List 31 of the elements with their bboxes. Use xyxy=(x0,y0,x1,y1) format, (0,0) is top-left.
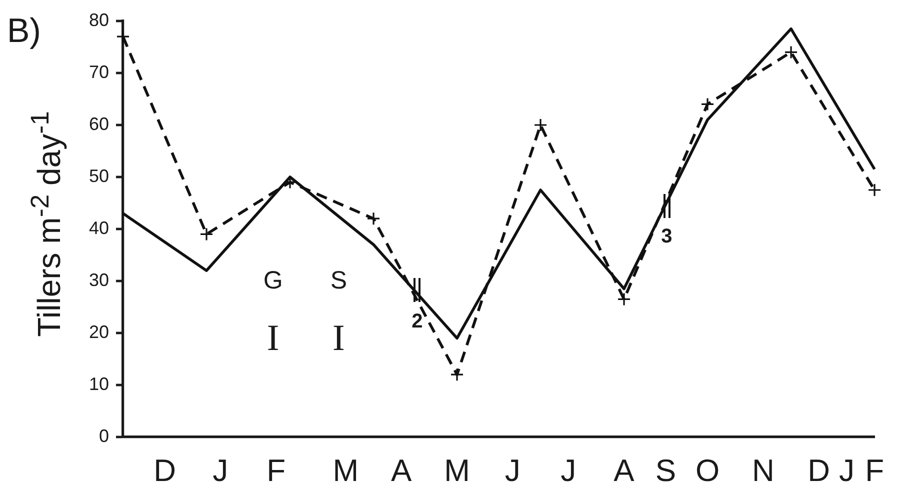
x-tick-label: S xyxy=(655,453,676,487)
y-tick-label: 40 xyxy=(88,218,109,238)
y-tick-label: 0 xyxy=(98,426,109,446)
annotation: G xyxy=(263,266,283,295)
x-tick-label: M xyxy=(444,453,470,487)
y-tick-label: 30 xyxy=(88,270,109,290)
y-tick-label: 80 xyxy=(88,10,109,30)
x-tick-label: D xyxy=(808,453,830,487)
x-tick-label: D xyxy=(154,453,176,487)
x-tick-label: A xyxy=(614,453,635,487)
x-tick-label: A xyxy=(391,453,412,487)
annotation: 2 xyxy=(412,310,423,333)
x-tick-label: N xyxy=(752,453,774,487)
x-tick-label: J xyxy=(560,453,576,487)
y-tick-label: 70 xyxy=(88,62,109,82)
x-tick-label: F xyxy=(865,453,884,487)
y-tick-label: 60 xyxy=(88,114,109,134)
annotation: 3 xyxy=(661,225,672,248)
x-tick-label: J xyxy=(504,453,520,487)
x-tick-label: J xyxy=(212,453,228,487)
x-tick-label: F xyxy=(266,453,286,487)
x-tick-label: O xyxy=(695,453,720,487)
annotation: S xyxy=(330,266,348,295)
x-tick-label: M xyxy=(332,453,359,487)
y-tick-label: 10 xyxy=(88,374,109,394)
y-tick-label: 50 xyxy=(88,166,109,186)
chart-title: B) xyxy=(7,12,41,50)
annotation: I xyxy=(332,318,345,359)
x-tick-label: J xyxy=(838,453,854,487)
y-tick-label: 20 xyxy=(88,322,109,342)
annotation: I xyxy=(266,318,280,359)
